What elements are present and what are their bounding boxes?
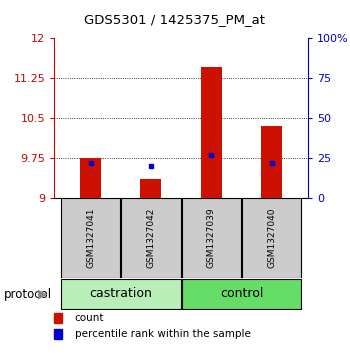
Text: GSM1327041: GSM1327041 <box>86 208 95 268</box>
Text: ▶: ▶ <box>38 287 48 301</box>
Bar <box>182 280 301 309</box>
Bar <box>61 198 120 278</box>
Text: GDS5301 / 1425375_PM_at: GDS5301 / 1425375_PM_at <box>84 13 266 26</box>
Bar <box>121 198 181 278</box>
Bar <box>242 198 301 278</box>
Text: castration: castration <box>89 287 152 300</box>
Text: control: control <box>220 287 263 300</box>
Text: protocol: protocol <box>4 287 52 301</box>
Bar <box>54 329 62 339</box>
Bar <box>80 158 101 198</box>
Text: percentile rank within the sample: percentile rank within the sample <box>75 329 251 339</box>
Text: GSM1327042: GSM1327042 <box>146 208 155 268</box>
Bar <box>182 198 241 278</box>
Bar <box>140 179 161 198</box>
Bar <box>201 68 222 198</box>
Bar <box>61 280 181 309</box>
Bar <box>54 314 62 323</box>
Bar <box>261 126 282 198</box>
Text: count: count <box>75 313 104 323</box>
Text: GSM1327039: GSM1327039 <box>207 207 216 268</box>
Text: GSM1327040: GSM1327040 <box>267 208 276 268</box>
